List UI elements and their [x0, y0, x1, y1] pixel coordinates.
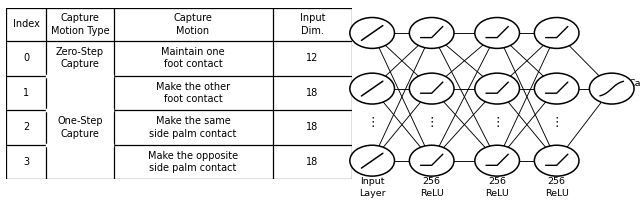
- Text: 0: 0: [23, 53, 29, 63]
- Text: 3: 3: [23, 157, 29, 167]
- Circle shape: [534, 18, 579, 48]
- Text: Make the same
side palm contact: Make the same side palm contact: [149, 116, 237, 139]
- Text: 256
ReLU: 256 ReLU: [545, 177, 568, 198]
- Text: 256
ReLU: 256 ReLU: [420, 177, 444, 198]
- Text: ⋮: ⋮: [366, 116, 378, 129]
- Text: Capture
Motion Type: Capture Motion Type: [51, 13, 109, 36]
- Text: Capture
Motion: Capture Motion: [173, 13, 212, 36]
- Text: 18: 18: [306, 123, 318, 132]
- Text: Make the other
foot contact: Make the other foot contact: [156, 82, 230, 104]
- Text: 1: 1: [23, 88, 29, 98]
- Circle shape: [534, 145, 579, 176]
- Circle shape: [475, 145, 520, 176]
- Text: 18: 18: [306, 88, 318, 98]
- Text: Maintain one
foot contact: Maintain one foot contact: [161, 47, 225, 69]
- Text: ⋮: ⋮: [491, 116, 504, 129]
- Text: Capturability
(Binary): Capturability (Binary): [628, 78, 640, 99]
- Circle shape: [589, 73, 634, 104]
- Circle shape: [410, 145, 454, 176]
- Circle shape: [410, 73, 454, 104]
- Circle shape: [350, 73, 394, 104]
- Text: 2: 2: [23, 123, 29, 132]
- Circle shape: [410, 18, 454, 48]
- Circle shape: [475, 73, 520, 104]
- Text: Input
Dim.: Input Dim.: [300, 13, 325, 36]
- Text: 256
ReLU: 256 ReLU: [485, 177, 509, 198]
- Text: 12: 12: [306, 53, 319, 63]
- Text: 18: 18: [306, 157, 318, 167]
- Text: Make the opposite
side palm contact: Make the opposite side palm contact: [148, 151, 238, 173]
- Circle shape: [350, 145, 394, 176]
- Circle shape: [534, 73, 579, 104]
- Circle shape: [475, 18, 520, 48]
- Circle shape: [350, 18, 394, 48]
- Text: Zero-Step
Capture: Zero-Step Capture: [56, 47, 104, 69]
- Text: One-Step
Capture: One-Step Capture: [57, 116, 102, 139]
- Text: Index: Index: [13, 20, 40, 29]
- Text: ⋮: ⋮: [550, 116, 563, 129]
- Text: Input
Layer: Input Layer: [359, 177, 385, 198]
- Text: ⋮: ⋮: [426, 116, 438, 129]
